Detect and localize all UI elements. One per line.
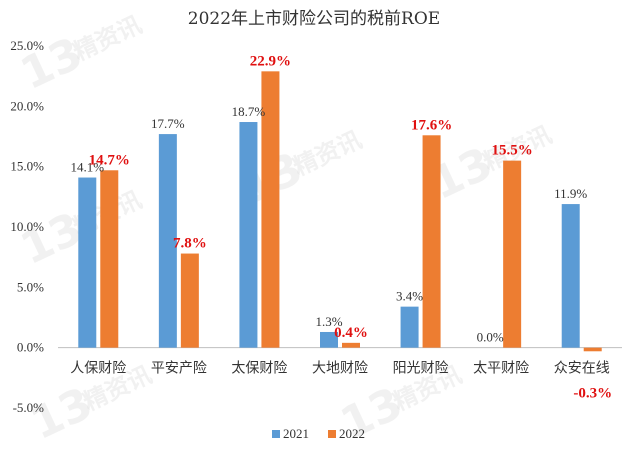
y-tick-label: 15.0%	[10, 159, 44, 174]
bar-2022-6	[583, 347, 602, 352]
watermark-text: 精资讯	[289, 126, 366, 182]
bar-2022-4	[422, 135, 441, 348]
data-labels-layer: 14.1%14.7% 17.7% 7.8% 18.7% 22.9% 1.3%0.4% 3.4…	[70, 53, 612, 401]
data-label-2022-0: 14.7%	[89, 152, 130, 168]
data-label-2021-0: 14.1%	[70, 160, 104, 175]
y-tick-label: 25.0%	[10, 38, 44, 53]
data-label-2021-6: 11.9%	[554, 186, 587, 201]
y-tick-label: 20.0%	[10, 98, 44, 113]
data-label-2022-5: 15.5%	[492, 143, 533, 159]
y-tick-label: 5.0%	[17, 279, 44, 294]
data-label-2022-4: 17.6%	[411, 117, 452, 133]
bar-2022-5	[503, 160, 522, 348]
category-label: 平安产险	[151, 361, 207, 377]
category-label: 太平财险	[473, 361, 529, 377]
watermark-text: 精资讯	[69, 11, 146, 67]
legend-swatch-2021	[272, 430, 280, 438]
y-tick-label: -5.0%	[13, 400, 45, 415]
category-label: 阳光财险	[393, 361, 449, 377]
y-tick-label: 10.0%	[10, 219, 44, 234]
y-axis: -5.0% 0.0% 5.0% 10.0% 15.0% 20.0% 25.0%	[10, 38, 44, 415]
data-label-2022-6: -0.3%	[573, 386, 612, 402]
data-label-2021-3: 1.3%	[315, 314, 342, 329]
legend-label-2022: 2022	[339, 426, 365, 441]
category-label: 大地财险	[312, 361, 368, 377]
bar-2021-6	[561, 204, 580, 348]
legend-label-2021: 2021	[283, 426, 309, 441]
legend: 2021 2022	[272, 426, 365, 441]
data-label-2021-5: 0.0%	[477, 330, 504, 345]
bar-2021-3	[320, 331, 338, 348]
category-label: 太保财险	[231, 361, 287, 377]
data-label-2021-1: 17.7%	[151, 116, 185, 131]
data-label-2022-2: 22.9%	[250, 53, 291, 69]
bar-2021-1	[158, 134, 177, 348]
bar-2022-2	[261, 71, 280, 348]
bar-2021-2	[239, 122, 258, 348]
bar-2022-0	[100, 170, 119, 348]
bars-layer	[78, 71, 602, 352]
data-label-2022-3: 0.4%	[334, 325, 368, 341]
data-label-2021-4: 3.4%	[396, 289, 423, 304]
chart-title: 2022年上市财险公司的税前ROE	[188, 9, 440, 29]
category-label: 众安在线	[554, 361, 610, 377]
bar-2021-0	[78, 177, 97, 348]
bar-2022-1	[180, 253, 199, 348]
category-labels: 人保财险 平安产险 太保财险 大地财险 阳光财险 太平财险 众安在线	[70, 361, 609, 377]
bar-2021-4	[400, 306, 419, 348]
data-label-2021-2: 18.7%	[232, 104, 266, 119]
legend-swatch-2022	[328, 430, 336, 438]
bar-2022-3	[342, 342, 360, 348]
data-label-2022-1: 7.8%	[173, 236, 207, 252]
category-label: 人保财险	[70, 361, 126, 377]
y-tick-label: 0.0%	[17, 340, 44, 355]
